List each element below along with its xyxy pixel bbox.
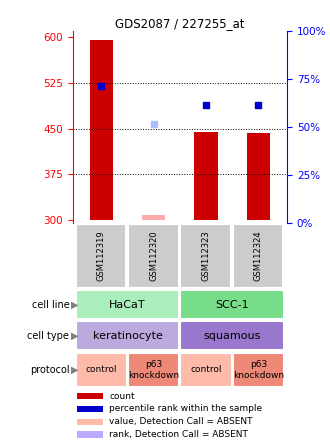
FancyBboxPatch shape bbox=[233, 224, 283, 288]
Bar bbox=[142, 215, 165, 220]
FancyBboxPatch shape bbox=[76, 290, 179, 319]
Text: control: control bbox=[190, 365, 222, 374]
Text: cell line: cell line bbox=[32, 300, 69, 309]
Point bbox=[99, 83, 104, 90]
Text: p63
knockdown: p63 knockdown bbox=[128, 360, 179, 380]
Title: GDS2087 / 227255_at: GDS2087 / 227255_at bbox=[115, 17, 245, 30]
Bar bbox=[77, 432, 103, 437]
Text: GSM112319: GSM112319 bbox=[97, 231, 106, 281]
FancyBboxPatch shape bbox=[181, 321, 284, 350]
Text: squamous: squamous bbox=[204, 331, 261, 341]
Text: control: control bbox=[85, 365, 117, 374]
Text: value, Detection Call = ABSENT: value, Detection Call = ABSENT bbox=[109, 417, 252, 426]
FancyBboxPatch shape bbox=[76, 224, 126, 288]
Bar bbox=[77, 406, 103, 412]
FancyBboxPatch shape bbox=[128, 353, 179, 388]
Point bbox=[151, 120, 156, 127]
Bar bbox=[77, 419, 103, 425]
Text: cell type: cell type bbox=[27, 331, 69, 341]
Text: HaCaT: HaCaT bbox=[109, 300, 146, 309]
FancyBboxPatch shape bbox=[76, 353, 127, 388]
FancyBboxPatch shape bbox=[128, 224, 179, 288]
Text: ▶: ▶ bbox=[71, 331, 79, 341]
FancyBboxPatch shape bbox=[181, 224, 231, 288]
Text: protocol: protocol bbox=[30, 365, 69, 375]
Text: GSM112324: GSM112324 bbox=[254, 231, 263, 281]
Text: percentile rank within the sample: percentile rank within the sample bbox=[109, 404, 262, 413]
FancyBboxPatch shape bbox=[76, 321, 179, 350]
Text: GSM112323: GSM112323 bbox=[202, 230, 211, 281]
Text: SCC-1: SCC-1 bbox=[215, 300, 249, 309]
Bar bbox=[77, 393, 103, 399]
Text: ▶: ▶ bbox=[71, 300, 79, 309]
Point bbox=[203, 102, 209, 109]
Bar bbox=[90, 40, 113, 220]
Bar bbox=[194, 131, 218, 220]
FancyBboxPatch shape bbox=[181, 290, 284, 319]
Text: GSM112320: GSM112320 bbox=[149, 231, 158, 281]
Bar bbox=[247, 133, 270, 220]
Text: count: count bbox=[109, 392, 135, 401]
FancyBboxPatch shape bbox=[233, 353, 284, 388]
Text: ▶: ▶ bbox=[71, 365, 79, 375]
Point bbox=[256, 102, 261, 109]
Text: p63
knockdown: p63 knockdown bbox=[233, 360, 284, 380]
Text: rank, Detection Call = ABSENT: rank, Detection Call = ABSENT bbox=[109, 430, 248, 439]
FancyBboxPatch shape bbox=[181, 353, 232, 388]
Text: keratinocyte: keratinocyte bbox=[93, 331, 162, 341]
